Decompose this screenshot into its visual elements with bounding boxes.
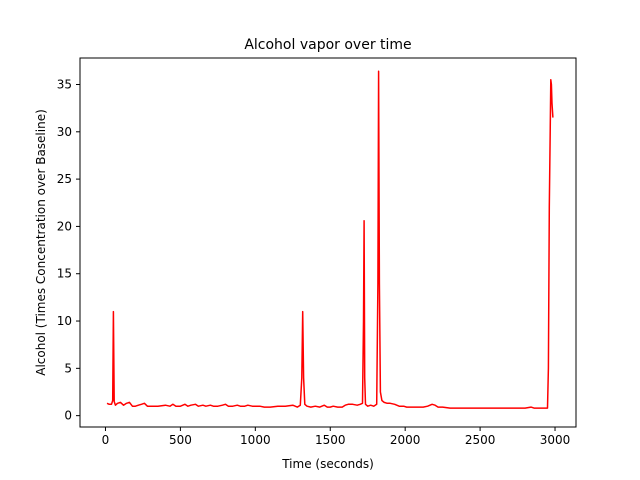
plot-frame [79,57,577,428]
chart-title: Alcohol vapor over time [244,37,411,53]
y-tick-label: 30 [57,125,72,139]
x-tick-label: 0 [102,433,110,447]
x-axis: 0 500 1000 1500 2000 2500 3000 [102,427,571,447]
x-tick-label: 500 [169,433,192,447]
y-tick-label: 20 [57,219,72,233]
x-tick-label: 2500 [465,433,496,447]
y-tick-label: 25 [57,172,72,186]
y-tick-label: 15 [57,267,72,281]
y-tick-label: 0 [64,409,72,423]
y-tick-label: 5 [64,361,72,375]
y-axis-label: Alcohol (Times Concentration over Baseli… [34,109,48,376]
y-tick-label: 10 [57,314,72,328]
x-tick-label: 3000 [540,433,571,447]
y-axis: 0 5 10 15 20 25 30 35 [57,77,80,423]
y-tick-label: 35 [57,77,72,91]
x-tick-label: 1500 [315,433,346,447]
x-tick-label: 1000 [240,433,271,447]
series-line [106,70,554,409]
plot-area [106,70,554,409]
x-axis-label: Time (seconds) [281,457,374,471]
x-tick-label: 2000 [390,433,421,447]
